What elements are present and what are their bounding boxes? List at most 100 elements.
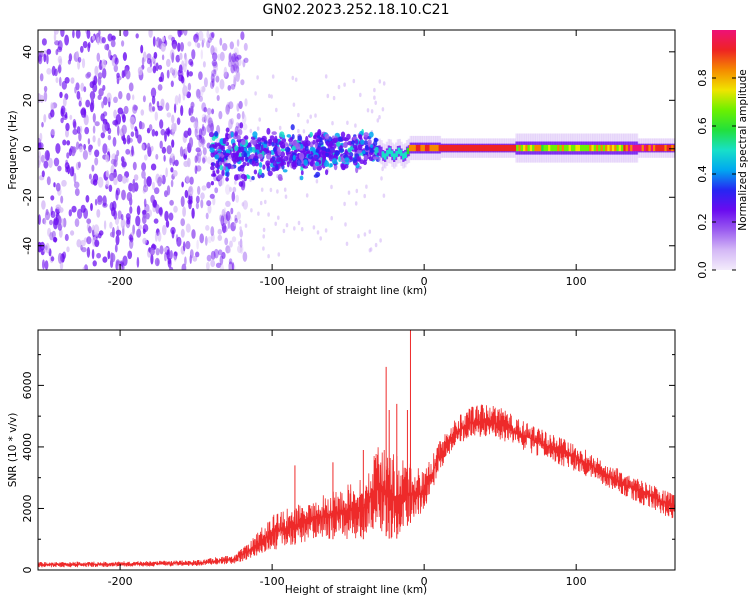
spectrogram-cell — [292, 164, 297, 170]
spectrogram-cell — [176, 236, 182, 247]
spectrogram-cell — [196, 134, 202, 141]
spectrogram-cell — [107, 250, 111, 260]
spectrogram-cell — [159, 119, 164, 129]
spectrogram-cell — [634, 144, 638, 152]
spectrogram-cell — [378, 79, 382, 84]
spectrogram-cell — [461, 144, 464, 152]
spectrogram-cell — [184, 147, 188, 156]
spectrogram-cell — [146, 53, 152, 60]
spectrogram-cell — [529, 144, 533, 152]
spectrogram-cell — [325, 169, 329, 176]
spectrogram-cell — [504, 144, 508, 152]
spectrogram-cell — [277, 215, 280, 220]
spectrogram-cell — [434, 144, 437, 152]
spectrogram-cell — [324, 228, 328, 233]
spectrogram-cell — [166, 145, 172, 155]
spectrogram-cell — [243, 42, 248, 51]
spectrogram-cell — [227, 85, 232, 91]
spectrogram-cell — [315, 179, 319, 184]
spectrogram-cell — [208, 131, 215, 138]
spectrogram-cell — [152, 181, 155, 191]
spectrogram-cell — [210, 151, 215, 158]
spectrogram-cell — [365, 184, 368, 189]
spectrogram-cell — [166, 249, 170, 260]
spectrogram-cell — [639, 144, 642, 152]
spectrogram-cell — [573, 144, 576, 152]
spectrogram-cell — [201, 113, 208, 120]
spectrogram-cell — [43, 85, 48, 93]
spectrogram-cell — [211, 78, 215, 87]
spectrogram-cell — [191, 49, 196, 60]
spectrogram-cell — [60, 30, 65, 38]
spectrogram-cell — [386, 150, 389, 157]
spectrogram-cell — [228, 101, 234, 110]
spectrogram-cell — [233, 75, 236, 80]
spectrogram-cell — [223, 66, 228, 78]
spectrogram-cell — [206, 200, 212, 207]
spectrogram-cell — [360, 139, 365, 145]
spectrogram-cell — [267, 212, 270, 217]
spectrogram-cell — [75, 141, 80, 150]
spectrogram-cell — [527, 144, 531, 152]
spectrogram-cell — [252, 139, 257, 145]
spectrogram-cell — [380, 176, 383, 181]
spectrogram-cell — [102, 256, 108, 263]
spectrogram-cell — [282, 161, 287, 166]
spectrogram-cell — [286, 134, 292, 138]
spectrogram-cell — [77, 161, 81, 169]
spectrogram-cell — [497, 144, 501, 152]
spectrogram-cell — [244, 139, 248, 147]
spectrogram-cell — [61, 80, 67, 90]
spectrogram-cell — [50, 256, 55, 262]
spectrogram-cell — [114, 244, 118, 253]
spectrogram-cell — [271, 74, 275, 79]
spectrogram-cell — [258, 153, 263, 160]
spectrogram-cell — [399, 149, 403, 156]
spectrogram-cell — [205, 225, 210, 231]
spectrogram-cell — [341, 136, 347, 141]
spectrogram-cell — [53, 157, 60, 167]
spectrogram-cell — [236, 211, 241, 220]
spectrogram-cell — [159, 245, 164, 255]
spectrogram-cell — [146, 176, 152, 187]
spectrogram-cell — [129, 116, 135, 125]
spectrogram-cell — [194, 155, 198, 163]
spectrogram-cell — [298, 152, 305, 160]
spectrogram-cell — [219, 255, 224, 266]
spectrogram-cell — [109, 221, 113, 229]
spectrogram-cell — [242, 251, 248, 262]
spectrogram-cell — [586, 144, 590, 152]
spectrogram-cell — [283, 155, 289, 162]
spectrogram-cell — [108, 184, 113, 192]
spectrogram-cell — [214, 131, 219, 137]
spectrogram-cell — [241, 111, 245, 120]
spectrogram-cell — [209, 147, 215, 153]
spectrogram-cell — [70, 230, 75, 236]
spectrogram-cell — [141, 57, 145, 66]
spectrogram-cell — [160, 42, 166, 52]
spectrogram-cell — [140, 109, 145, 116]
spectrogram-cell — [94, 149, 100, 158]
spectrogram-cell — [132, 224, 136, 235]
spectrogram-cell — [197, 185, 201, 195]
spectrogram-cell — [276, 189, 279, 194]
spectrogram-cell — [323, 154, 326, 160]
spectrogram-cell — [210, 165, 215, 171]
spectrogram-cell — [91, 249, 95, 260]
spectrogram-cell — [92, 113, 96, 123]
spectrogram-cell — [210, 226, 215, 237]
spectrogram-cell — [568, 144, 572, 152]
spectrogram-cell — [418, 144, 421, 152]
spectrogram-cell — [94, 65, 99, 76]
spectrogram-cell — [113, 96, 118, 104]
spectrogram-cell — [346, 120, 349, 126]
spectrogram-cell — [129, 238, 134, 249]
spectrogram-cell — [83, 208, 88, 219]
snr-xtick-label: -200 — [108, 575, 133, 588]
spectrogram-cell — [374, 146, 380, 154]
spectrogram-cell — [90, 91, 94, 102]
spectrogram-cell — [317, 130, 322, 137]
spectrogram-cell — [373, 87, 376, 93]
spectrogram-cell — [244, 98, 248, 107]
spectrogram-cell — [211, 135, 216, 141]
